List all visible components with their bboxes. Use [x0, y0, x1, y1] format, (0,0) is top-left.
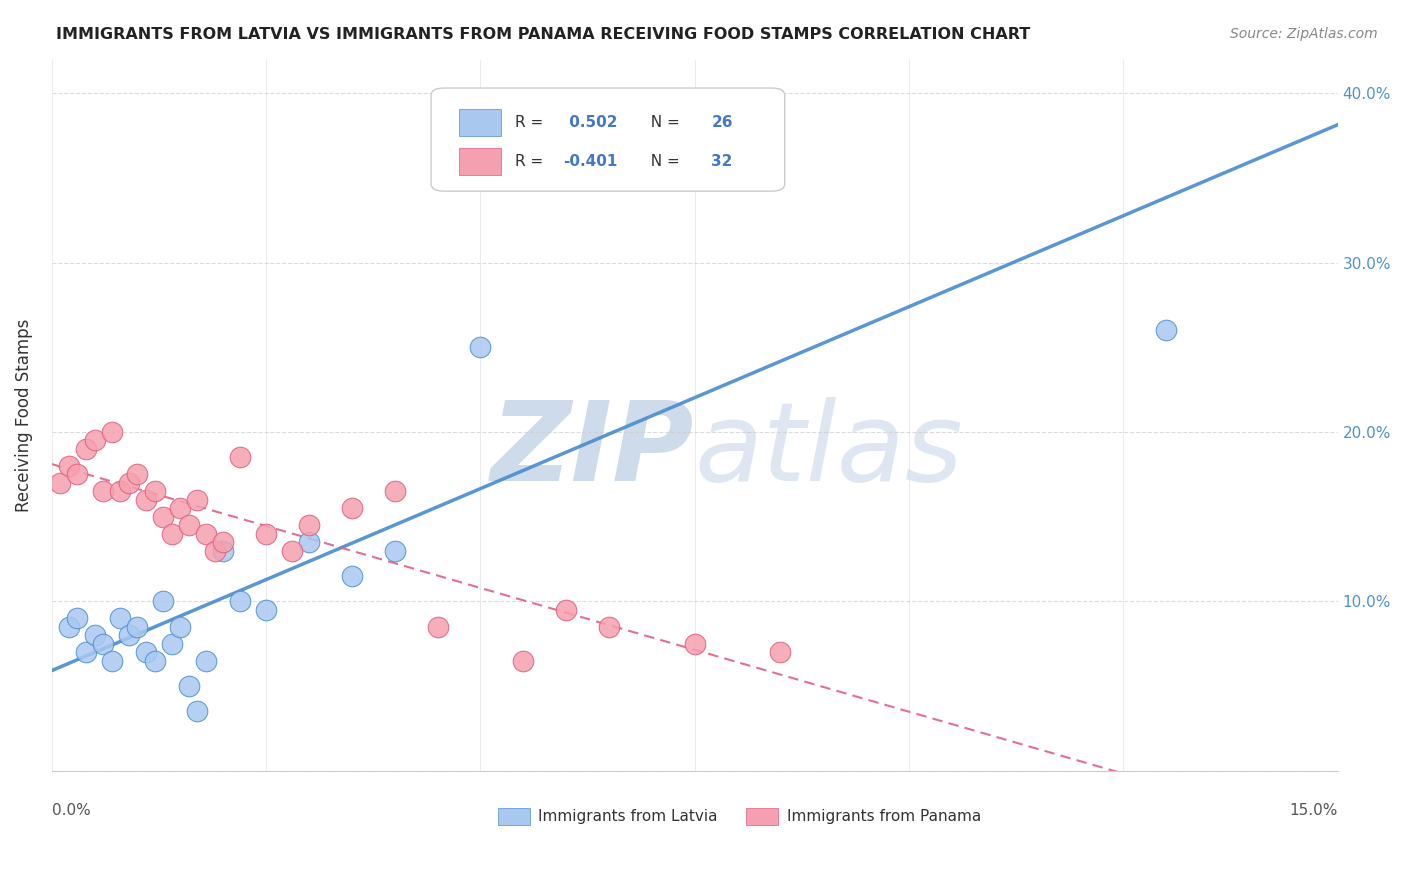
Text: atlas: atlas: [695, 397, 963, 504]
Text: IMMIGRANTS FROM LATVIA VS IMMIGRANTS FROM PANAMA RECEIVING FOOD STAMPS CORRELATI: IMMIGRANTS FROM LATVIA VS IMMIGRANTS FRO…: [56, 27, 1031, 42]
Point: [727, 171, 749, 186]
Point: [1154, 323, 1177, 337]
Bar: [747, 807, 779, 825]
Point: [100, 654, 122, 668]
Point: [195, 654, 218, 668]
Point: [298, 518, 321, 533]
Point: [152, 594, 174, 608]
Point: [340, 501, 363, 516]
Point: [470, 340, 492, 354]
Point: [58, 458, 80, 473]
Point: [384, 543, 406, 558]
Point: [212, 535, 235, 549]
Point: [66, 467, 89, 482]
Point: [135, 645, 157, 659]
Y-axis label: Receiving Food Stamps: Receiving Food Stamps: [15, 318, 32, 512]
Point: [143, 654, 166, 668]
Text: Source: ZipAtlas.com: Source: ZipAtlas.com: [1230, 27, 1378, 41]
Point: [83, 434, 105, 448]
Point: [143, 484, 166, 499]
Point: [683, 637, 706, 651]
Text: R =: R =: [515, 115, 548, 129]
Point: [58, 620, 80, 634]
Point: [160, 637, 183, 651]
Point: [118, 475, 141, 490]
Point: [384, 484, 406, 499]
Point: [83, 628, 105, 642]
Text: N =: N =: [641, 115, 685, 129]
Point: [229, 450, 252, 465]
Text: R =: R =: [515, 154, 548, 169]
Point: [254, 603, 277, 617]
Point: [127, 467, 149, 482]
Point: [340, 569, 363, 583]
Point: [229, 594, 252, 608]
Text: 0.0%: 0.0%: [52, 803, 90, 818]
Bar: [460, 148, 501, 176]
Point: [598, 620, 620, 634]
Point: [127, 620, 149, 634]
Point: [426, 620, 449, 634]
Point: [135, 492, 157, 507]
Point: [169, 620, 191, 634]
Point: [555, 603, 578, 617]
Point: [204, 543, 226, 558]
Point: [100, 425, 122, 439]
Point: [281, 543, 304, 558]
Text: -0.401: -0.401: [564, 154, 617, 169]
Point: [49, 475, 72, 490]
Text: Immigrants from Latvia: Immigrants from Latvia: [538, 808, 717, 823]
Point: [212, 543, 235, 558]
Point: [118, 628, 141, 642]
Point: [186, 492, 208, 507]
Text: 26: 26: [711, 115, 733, 129]
Point: [512, 654, 534, 668]
Point: [177, 679, 200, 693]
Point: [160, 526, 183, 541]
Point: [75, 645, 97, 659]
Text: ZIP: ZIP: [491, 397, 695, 504]
Text: 15.0%: 15.0%: [1289, 803, 1337, 818]
FancyBboxPatch shape: [432, 88, 785, 191]
Point: [769, 645, 792, 659]
Point: [177, 518, 200, 533]
Point: [75, 442, 97, 456]
Point: [152, 509, 174, 524]
Bar: [498, 807, 530, 825]
Bar: [460, 109, 501, 136]
Point: [195, 526, 218, 541]
Point: [91, 484, 114, 499]
Text: 0.502: 0.502: [564, 115, 617, 129]
Point: [298, 535, 321, 549]
Text: Immigrants from Panama: Immigrants from Panama: [787, 808, 981, 823]
Point: [254, 526, 277, 541]
Text: N =: N =: [641, 154, 685, 169]
Point: [169, 501, 191, 516]
Text: 32: 32: [711, 154, 733, 169]
Point: [91, 637, 114, 651]
Point: [110, 611, 132, 625]
Point: [66, 611, 89, 625]
Point: [110, 484, 132, 499]
Point: [186, 704, 208, 718]
